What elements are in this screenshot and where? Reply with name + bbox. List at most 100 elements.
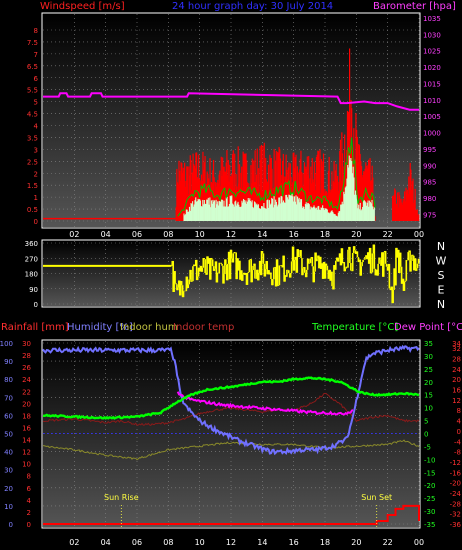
indoor-hum-label: Indoor hum	[120, 322, 178, 333]
wind-tick-label: 2.5	[27, 158, 38, 166]
temp-axes: 0102030405060708090100024681012141618202…	[0, 340, 462, 529]
x-tick-label: 16	[289, 230, 299, 239]
humidity-tick-label: 40	[4, 449, 13, 457]
wind-tick-label: 3.5	[27, 134, 38, 142]
rain-tick-label: 6	[27, 485, 32, 493]
dewpoint-tick-label: -36	[450, 521, 462, 529]
wind-tick-label: 7	[34, 51, 38, 59]
baro-tick-label: 1010	[423, 97, 441, 105]
direction-tick-label: 270	[25, 255, 38, 263]
dewpoint-tick-label: -32	[450, 511, 461, 519]
dewpoint-tick-label: -12	[450, 459, 461, 467]
wind-left-axis-ticks: 0 0.5 1 1.5 2 2.5 3 3.5 4 4.5 5 5.5 6 6.5 7 7.5 8	[27, 27, 39, 226]
dewpoint-tick-label: -20	[450, 480, 461, 488]
rain-tick-label: 0	[27, 521, 31, 529]
humidity-axis-label: Humidity [%]	[67, 322, 133, 333]
wind-tick-label: 5	[34, 99, 38, 107]
rain-tick-label: 18	[22, 412, 31, 420]
baro-tick-label: 980	[423, 195, 436, 203]
dewpoint-tick-label: 16	[452, 387, 461, 395]
x-tick-label: 22	[383, 230, 393, 239]
sunrise-label: Sun Rise	[104, 493, 139, 502]
temp-tick-label: -30	[424, 508, 435, 516]
humidity-tick-label: 80	[4, 376, 13, 384]
dewpoint-tick-label: 20	[452, 376, 461, 384]
rain-tick-label: 30	[22, 340, 31, 348]
rain-tick-label: 20	[22, 400, 31, 408]
baro-tick-label: 990	[423, 162, 436, 170]
wind-tick-label: 5.5	[27, 87, 38, 95]
rain-tick-label: 22	[22, 388, 31, 396]
rain-tick-label: 12	[22, 449, 31, 457]
rain-tick-label: 28	[22, 352, 31, 360]
x-tick-label: 02	[69, 538, 79, 547]
dewpoint-tick-label: 24	[452, 366, 461, 374]
dewpoint-tick-label: -28	[450, 500, 461, 508]
x-tick-label: 14	[257, 230, 267, 239]
wind-tick-label: 2	[34, 170, 38, 178]
x-tick-label: 20	[351, 230, 361, 239]
humidity-tick-label: 20	[4, 485, 13, 493]
direction-tick-label: 180	[25, 271, 38, 279]
temp-tick-label: -35	[424, 521, 435, 529]
dewpoint-axis-label: Dew Point [°C]	[394, 322, 462, 333]
humidity-tick-label: 0	[9, 521, 13, 529]
indoor-temp-line	[42, 392, 420, 427]
baro-tick-label: 1025	[423, 48, 441, 56]
dewpoint-tick-label: 8	[457, 407, 461, 415]
wind-tick-label: 3	[34, 146, 38, 154]
wind-tick-label: 1.5	[27, 182, 38, 190]
temp-tick-label: 10	[424, 405, 433, 413]
humidity-tick-label: 100	[0, 340, 13, 348]
temp-tick-label: 30	[424, 353, 433, 361]
x-tick-label: 06	[132, 230, 142, 239]
baro-tick-label: 1035	[423, 15, 441, 23]
rain-tick-label: 26	[22, 364, 31, 372]
dewpoint-tick-label: 28	[452, 356, 461, 364]
wind-tick-label: 7.5	[27, 39, 38, 47]
temperature-axis-label: Temperature [°C]	[311, 322, 398, 333]
wind-tick-label: 1	[34, 194, 38, 202]
temp-tick-label: -5	[424, 443, 431, 451]
x-tick-label: 18	[320, 230, 330, 239]
humidity-tick-label: 60	[4, 412, 13, 420]
x-tick-label: 08	[163, 230, 173, 239]
wind-tick-label: 6	[34, 75, 39, 83]
x-tick-label: 22	[383, 538, 393, 547]
temp-series: Sun Rise Sun Set	[42, 344, 420, 527]
rain-tick-label: 4	[27, 497, 32, 505]
chart-title: 24 hour graph day: 30 July 2014	[172, 1, 333, 12]
rain-tick-label: 24	[22, 376, 31, 384]
baro-tick-label: 985	[423, 179, 436, 187]
humidity-tick-label: 70	[4, 394, 13, 402]
barometer-line	[43, 92, 419, 111]
wind-panel: 0 0.5 1 1.5 2 2.5 3 3.5 4 4.5 5 5.5 6 6.5 7 7.5 8 975 980…	[27, 1, 456, 239]
indoor-hum-line	[42, 439, 420, 461]
baro-tick-label: 975	[423, 211, 436, 219]
baro-axis-label: Barometer [hpa]	[373, 1, 456, 12]
temp-tick-label: -15	[424, 469, 435, 477]
compass-label: E	[438, 284, 445, 297]
wind-tick-label: 4.5	[27, 111, 38, 119]
temp-tick-label: 0	[424, 431, 428, 439]
dewpoint-tick-label: -24	[450, 490, 462, 498]
x-tick-label: 00	[414, 230, 424, 239]
x-tick-label: 04	[101, 230, 111, 239]
wind-axis-label: Windspeed [m/s]	[40, 1, 125, 12]
direction-tick-label: 90	[29, 286, 38, 294]
compass-label: W	[436, 255, 447, 268]
temp-tick-label: -20	[424, 482, 435, 490]
rain-tick-label: 16	[22, 424, 31, 432]
indoor-temp-label: Indoor temp	[173, 322, 234, 333]
baro-tick-label: 1030	[423, 31, 441, 39]
x-tick-label: 02	[69, 230, 79, 239]
direction-series	[43, 244, 420, 304]
x-tick-label: 16	[289, 538, 299, 547]
x-tick-label: 00	[414, 538, 424, 547]
compass-label: N	[437, 240, 445, 253]
x-tick-label: 14	[257, 538, 267, 547]
rain-axis-label: Rainfall [mm]	[1, 322, 69, 333]
rain-tick-label: 14	[22, 437, 31, 445]
direction-tick-label: 360	[25, 240, 38, 248]
